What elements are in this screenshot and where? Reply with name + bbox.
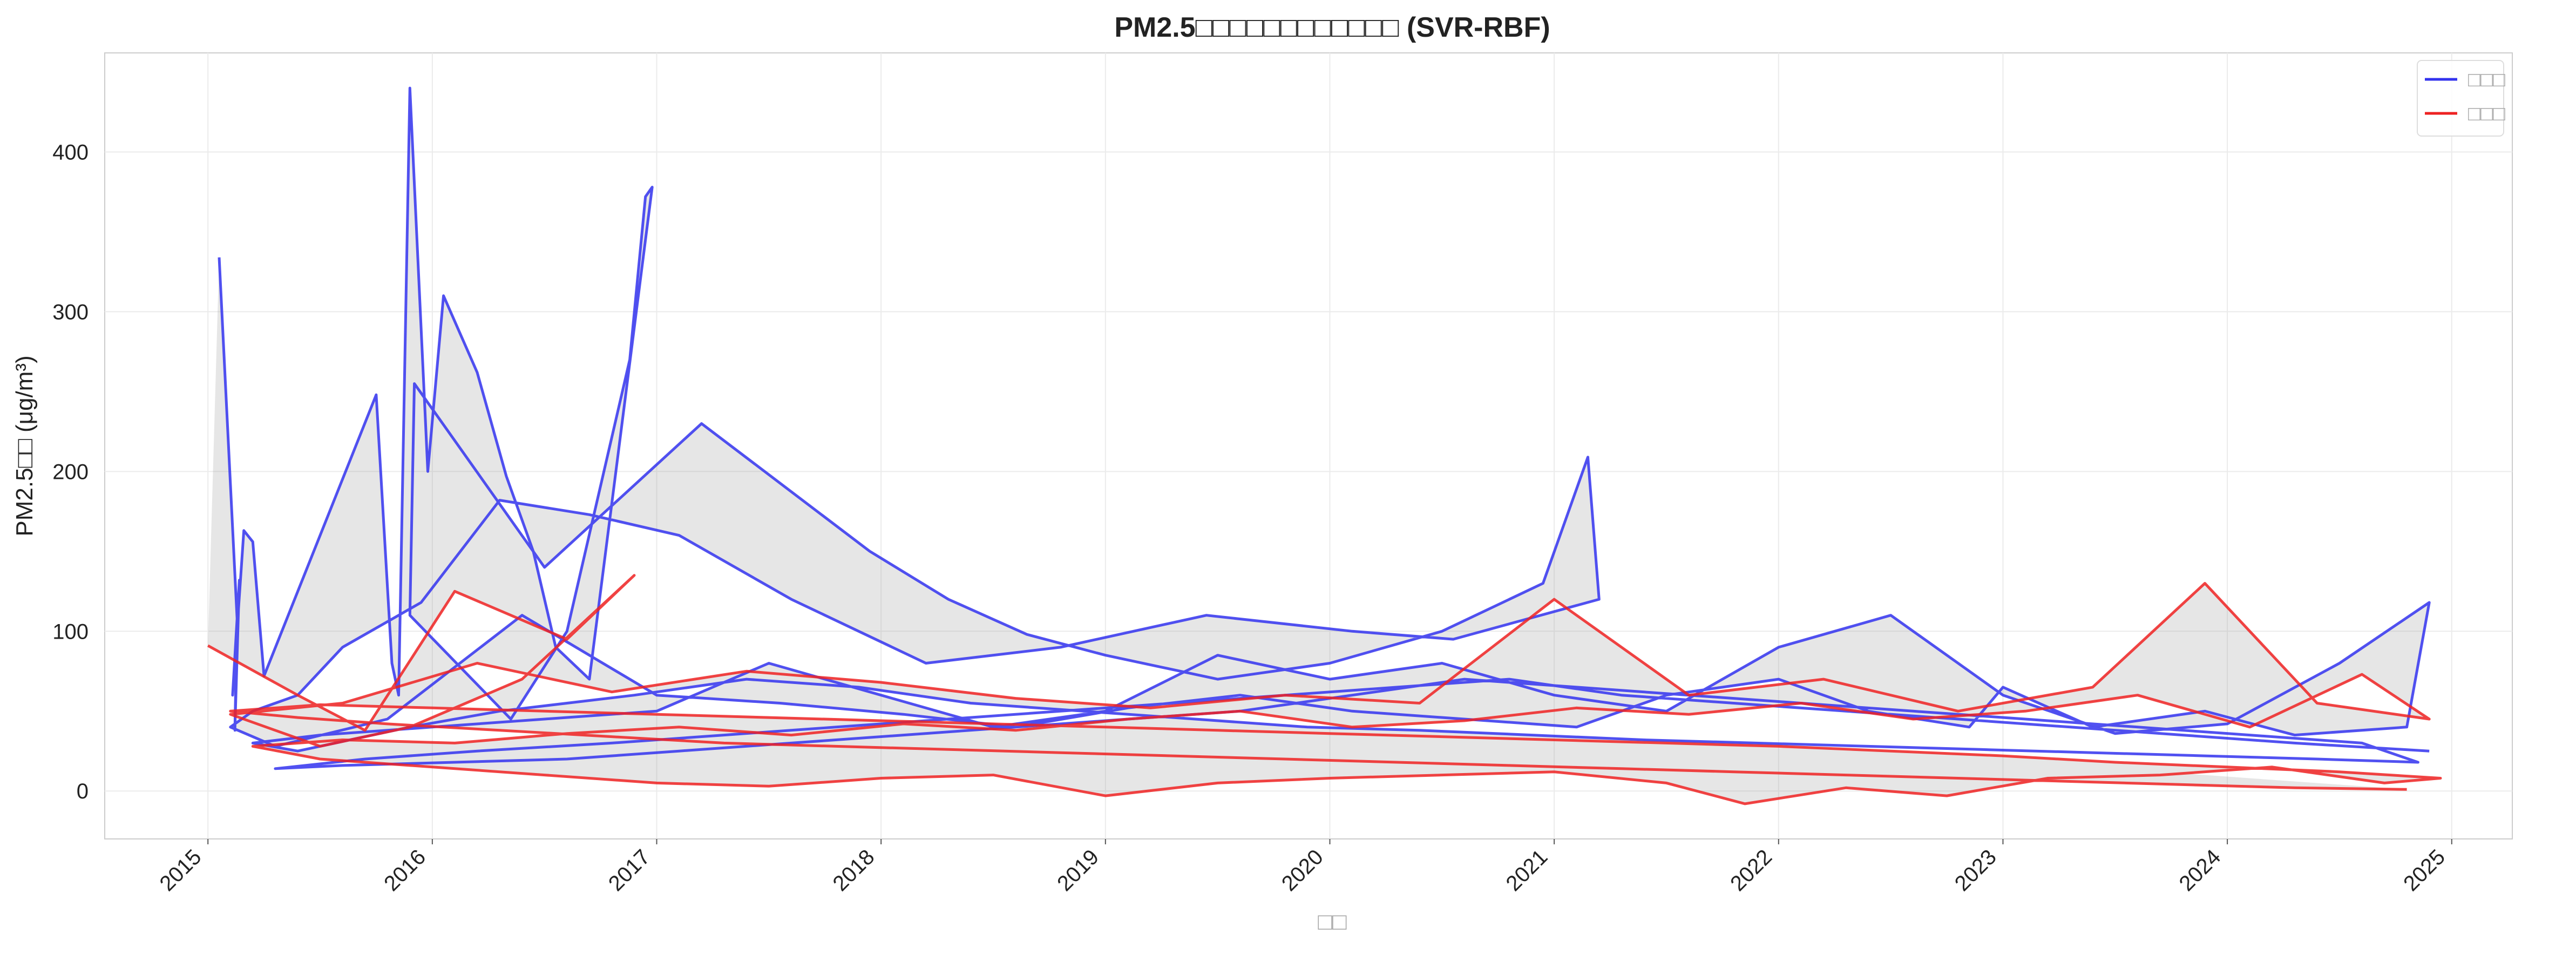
plot-area <box>104 52 2513 839</box>
fill-between-region <box>208 88 2441 804</box>
series-line-predicted <box>207 574 2442 805</box>
legend-label-predicted: □□□ <box>2468 103 2505 125</box>
legend-label-actual: □□□ <box>2468 69 2505 91</box>
y-tick-label: 100 <box>52 620 89 644</box>
chart-title: PM2.5□□□□□□□□□□□□ (SVR-RBF) <box>1114 12 1550 43</box>
grid <box>105 53 2512 839</box>
x-axis-label: □□ <box>1318 909 1347 935</box>
y-tick-label: 200 <box>52 460 89 484</box>
y-tick-label: 0 <box>77 780 89 803</box>
y-tick-label: 400 <box>52 140 89 164</box>
y-axis-label: PM2.5□□ (μg/m³) <box>11 355 38 536</box>
series-layer <box>207 86 2442 805</box>
y-tick-label: 300 <box>52 300 89 324</box>
legend: □□□ □□□ <box>2417 60 2505 137</box>
fill-between-area <box>208 88 2441 804</box>
series-line-actual <box>218 86 2431 770</box>
